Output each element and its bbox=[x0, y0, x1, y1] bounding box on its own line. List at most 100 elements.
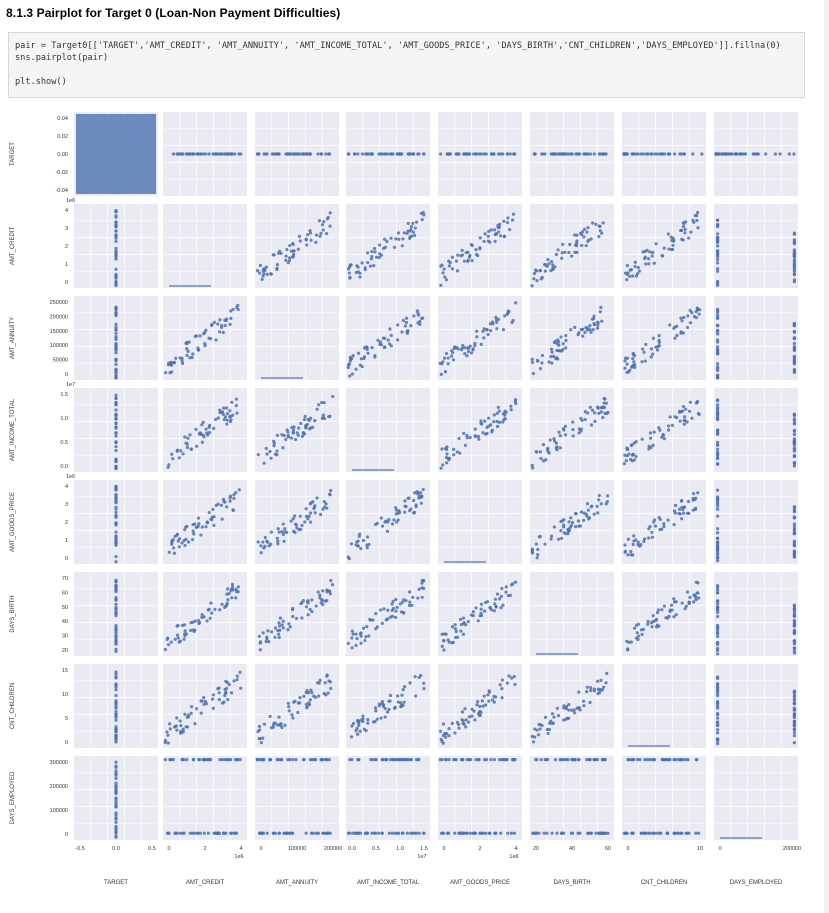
x-axis-label: TARGET bbox=[104, 880, 128, 886]
panel-bg bbox=[622, 664, 706, 748]
scatter-point bbox=[597, 411, 601, 415]
panel-bg bbox=[714, 572, 798, 656]
scatter-point bbox=[325, 831, 329, 835]
scatter-point bbox=[686, 314, 690, 318]
scatter-point bbox=[405, 231, 409, 236]
scatter-point bbox=[637, 634, 641, 638]
scatter-point bbox=[716, 701, 720, 705]
scatter-point bbox=[716, 614, 720, 619]
scatter-point bbox=[442, 639, 446, 643]
scatter-point bbox=[114, 635, 118, 639]
scatter-point bbox=[683, 607, 687, 611]
y-tick-label: 2 bbox=[65, 520, 68, 526]
scatter-point bbox=[719, 152, 723, 156]
panel-1-2 bbox=[255, 204, 339, 288]
y-tick-label: 15 bbox=[62, 668, 68, 674]
scatter-point bbox=[114, 403, 118, 407]
scatter-point bbox=[623, 831, 627, 835]
scatter-point bbox=[211, 152, 215, 156]
panel-6-6 bbox=[622, 664, 706, 748]
scatter-point bbox=[283, 530, 287, 534]
scatter-point bbox=[348, 831, 352, 835]
scatter-point bbox=[280, 530, 284, 534]
scatter-point bbox=[201, 758, 206, 762]
scatter-point bbox=[461, 721, 465, 726]
scatter-point bbox=[172, 361, 176, 365]
scatter-point bbox=[556, 338, 560, 342]
scatter-point bbox=[438, 729, 443, 733]
scatter-point bbox=[575, 243, 579, 248]
scatter-point bbox=[357, 351, 361, 355]
scatter-point bbox=[644, 262, 648, 266]
scatter-point bbox=[672, 509, 677, 513]
scatter-point bbox=[716, 411, 720, 415]
scatter-point bbox=[564, 717, 568, 721]
scatter-point bbox=[270, 152, 274, 156]
y-tick-label: -0.02 bbox=[55, 170, 68, 176]
scatter-point bbox=[716, 222, 720, 227]
scatter-point bbox=[558, 446, 562, 450]
scatter-point bbox=[212, 523, 216, 527]
scatter-point bbox=[365, 535, 370, 539]
scatter-point bbox=[440, 632, 444, 636]
scatter-point bbox=[422, 681, 426, 685]
scatter-point bbox=[716, 514, 720, 518]
scatter-point bbox=[238, 758, 242, 762]
scatter-point bbox=[358, 729, 362, 733]
scatter-point bbox=[675, 415, 679, 420]
scatter-point bbox=[235, 411, 239, 415]
scatter-point bbox=[327, 758, 331, 762]
scatter-point bbox=[312, 505, 316, 510]
scatter-point bbox=[174, 356, 178, 360]
scatter-point bbox=[543, 269, 547, 273]
scatter-point bbox=[301, 152, 305, 156]
scatter-point bbox=[543, 715, 548, 719]
scatter-point bbox=[641, 347, 645, 351]
scatter-point bbox=[229, 831, 233, 835]
scatter-point bbox=[196, 516, 201, 520]
panel-7-6 bbox=[622, 756, 706, 840]
scatter-point bbox=[500, 678, 505, 682]
code-cell[interactable]: pair = Target0[['TARGET','AMT_CREDIT', '… bbox=[8, 32, 805, 98]
scatter-point bbox=[500, 758, 504, 762]
scatter-point bbox=[683, 418, 687, 423]
scatter-point bbox=[468, 152, 472, 156]
scatter-point bbox=[675, 333, 679, 338]
scatter-point bbox=[624, 459, 628, 463]
scatter-point bbox=[325, 232, 329, 236]
scatter-point bbox=[537, 831, 541, 835]
scatter-point bbox=[328, 589, 332, 593]
scatter-point bbox=[231, 307, 235, 312]
scatter-point bbox=[214, 503, 218, 508]
y-axis-label: DAYS_EMPLOYED bbox=[10, 771, 16, 824]
scatter-point bbox=[383, 152, 387, 156]
scatter-point bbox=[628, 368, 632, 372]
panel-bg bbox=[530, 204, 614, 288]
scatter-point bbox=[494, 318, 499, 322]
scatter-point bbox=[588, 405, 592, 409]
scatter-point bbox=[649, 621, 654, 625]
scatter-point bbox=[217, 697, 221, 702]
scatter-point bbox=[183, 528, 187, 532]
scatter-point bbox=[477, 152, 481, 156]
scatter-point bbox=[373, 831, 378, 835]
scatter-point bbox=[175, 152, 179, 156]
scatter-point bbox=[667, 152, 671, 156]
scatter-point bbox=[291, 607, 295, 612]
scatter-point bbox=[460, 710, 465, 714]
scatter-point bbox=[457, 831, 461, 835]
scatter-point bbox=[356, 152, 360, 156]
scatter-point bbox=[447, 640, 451, 644]
page-scrollbar[interactable] bbox=[824, 0, 829, 913]
scatter-point bbox=[493, 233, 498, 237]
scatter-point bbox=[229, 691, 234, 695]
y-tick-multiplier: 1e6 bbox=[66, 474, 75, 480]
scatter-point bbox=[390, 522, 395, 526]
y-tick-label: 60 bbox=[62, 590, 68, 596]
scatter-point bbox=[292, 529, 296, 533]
scatter-point bbox=[228, 496, 232, 500]
scatter-point bbox=[577, 690, 581, 694]
panel-6-3 bbox=[346, 664, 430, 748]
scatter-point bbox=[226, 697, 230, 702]
scatter-point bbox=[716, 313, 720, 317]
